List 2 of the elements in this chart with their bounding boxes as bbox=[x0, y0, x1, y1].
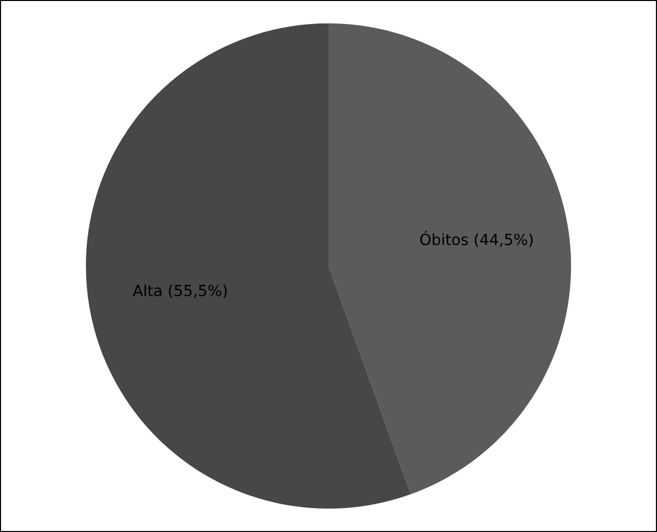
slice-label: Óbitos (44,5%) bbox=[420, 230, 533, 248]
slice-label: Alta (55,5%) bbox=[132, 284, 227, 298]
